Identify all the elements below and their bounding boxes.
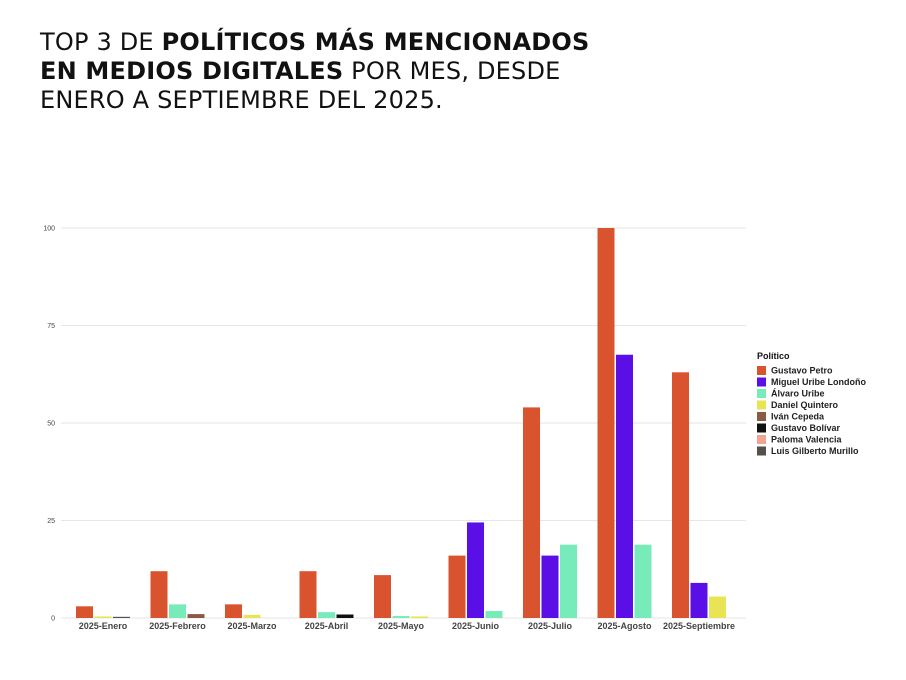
bar-alvaro-uribe bbox=[318, 612, 335, 618]
bar-daniel-quintero bbox=[94, 616, 112, 618]
legend-swatch bbox=[757, 446, 766, 456]
bar-alvaro-uribe bbox=[485, 610, 503, 618]
legend-swatch bbox=[757, 366, 766, 375]
bar-miguel-uribe-londono bbox=[467, 522, 484, 618]
bar-gustavo-petro bbox=[150, 571, 168, 618]
y-tick-label: 75 bbox=[47, 323, 55, 330]
bar-gustavo-petro bbox=[225, 604, 242, 618]
bar-miguel-uribe-londono bbox=[616, 354, 633, 618]
bar-gustavo-petro bbox=[597, 228, 615, 618]
bar-gustavo-petro bbox=[299, 571, 317, 618]
legend-swatch bbox=[757, 435, 766, 444]
x-tick-label: 2025-Septiembre bbox=[663, 621, 735, 631]
legend-swatch bbox=[757, 400, 766, 410]
y-tick-label: 100 bbox=[43, 226, 55, 233]
x-tick-label: 2025-Junio bbox=[452, 621, 500, 631]
bar-luis-gilberto-murillo bbox=[113, 616, 130, 618]
legend-label: Luis Gilberto Murillo bbox=[771, 446, 859, 456]
legend-label: Gustavo Bolívar bbox=[771, 423, 841, 433]
x-tick-label: 2025-Abril bbox=[305, 621, 349, 631]
bar-alvaro-uribe bbox=[560, 544, 577, 618]
bar-alvaro-uribe bbox=[392, 616, 410, 618]
chart-title: TOP 3 DE POLÍTICOS MÁS MENCIONADOS EN ME… bbox=[40, 28, 660, 115]
legend-label: Paloma Valencia bbox=[771, 435, 843, 445]
bar-gustavo-bolivar bbox=[336, 614, 354, 618]
y-tick-label: 50 bbox=[47, 421, 55, 428]
legend-swatch bbox=[757, 412, 766, 421]
x-tick-label: 2025-Febrero bbox=[149, 621, 206, 631]
bar-gustavo-petro bbox=[448, 555, 466, 618]
bar-miguel-uribe-londono bbox=[690, 582, 708, 618]
bar-gustavo-petro bbox=[672, 372, 689, 618]
bar-alvaro-uribe bbox=[169, 604, 186, 618]
title-line1-bold: POLÍTICOS MÁS MENCIONADOS bbox=[161, 28, 590, 56]
bar-gustavo-petro bbox=[76, 606, 93, 618]
bar-alvaro-uribe bbox=[634, 544, 652, 618]
bar-ivan-cepeda bbox=[187, 614, 205, 618]
bar-gustavo-petro bbox=[523, 407, 540, 618]
legend-label: Miguel Uribe Londoño bbox=[771, 377, 866, 387]
bar-daniel-quintero bbox=[411, 616, 428, 618]
bar-gustavo-petro bbox=[374, 575, 391, 618]
legend-label: Daniel Quintero bbox=[771, 400, 839, 410]
bar-miguel-uribe-londono bbox=[541, 555, 559, 618]
x-tick-label: 2025-Julio bbox=[528, 621, 573, 631]
bar-daniel-quintero bbox=[709, 596, 726, 618]
legend-label: Álvaro Uribe bbox=[771, 389, 825, 399]
title-line2-bold: EN MEDIOS DIGITALES bbox=[40, 57, 344, 85]
x-tick-label: 2025-Enero bbox=[79, 621, 128, 631]
legend-label: Gustavo Petro bbox=[771, 366, 833, 376]
legend-swatch bbox=[757, 389, 766, 398]
legend-title: Político bbox=[757, 351, 790, 361]
legend-label: Iván Cepeda bbox=[771, 412, 825, 422]
title-line1-regular: TOP 3 DE bbox=[40, 28, 162, 56]
title-line2-regular: POR MES, DESDE bbox=[343, 57, 561, 85]
y-tick-label: 0 bbox=[51, 616, 55, 623]
legend-swatch bbox=[757, 377, 766, 387]
legend-swatch bbox=[757, 423, 766, 433]
x-tick-label: 2025-Marzo bbox=[227, 621, 277, 631]
title-line3-regular: ENERO A SEPTIEMBRE DEL 2025. bbox=[40, 86, 443, 114]
x-tick-label: 2025-Agosto bbox=[597, 621, 652, 631]
y-tick-label: 25 bbox=[47, 518, 55, 525]
bar-daniel-quintero bbox=[243, 614, 261, 618]
x-tick-label: 2025-Mayo bbox=[378, 621, 425, 631]
